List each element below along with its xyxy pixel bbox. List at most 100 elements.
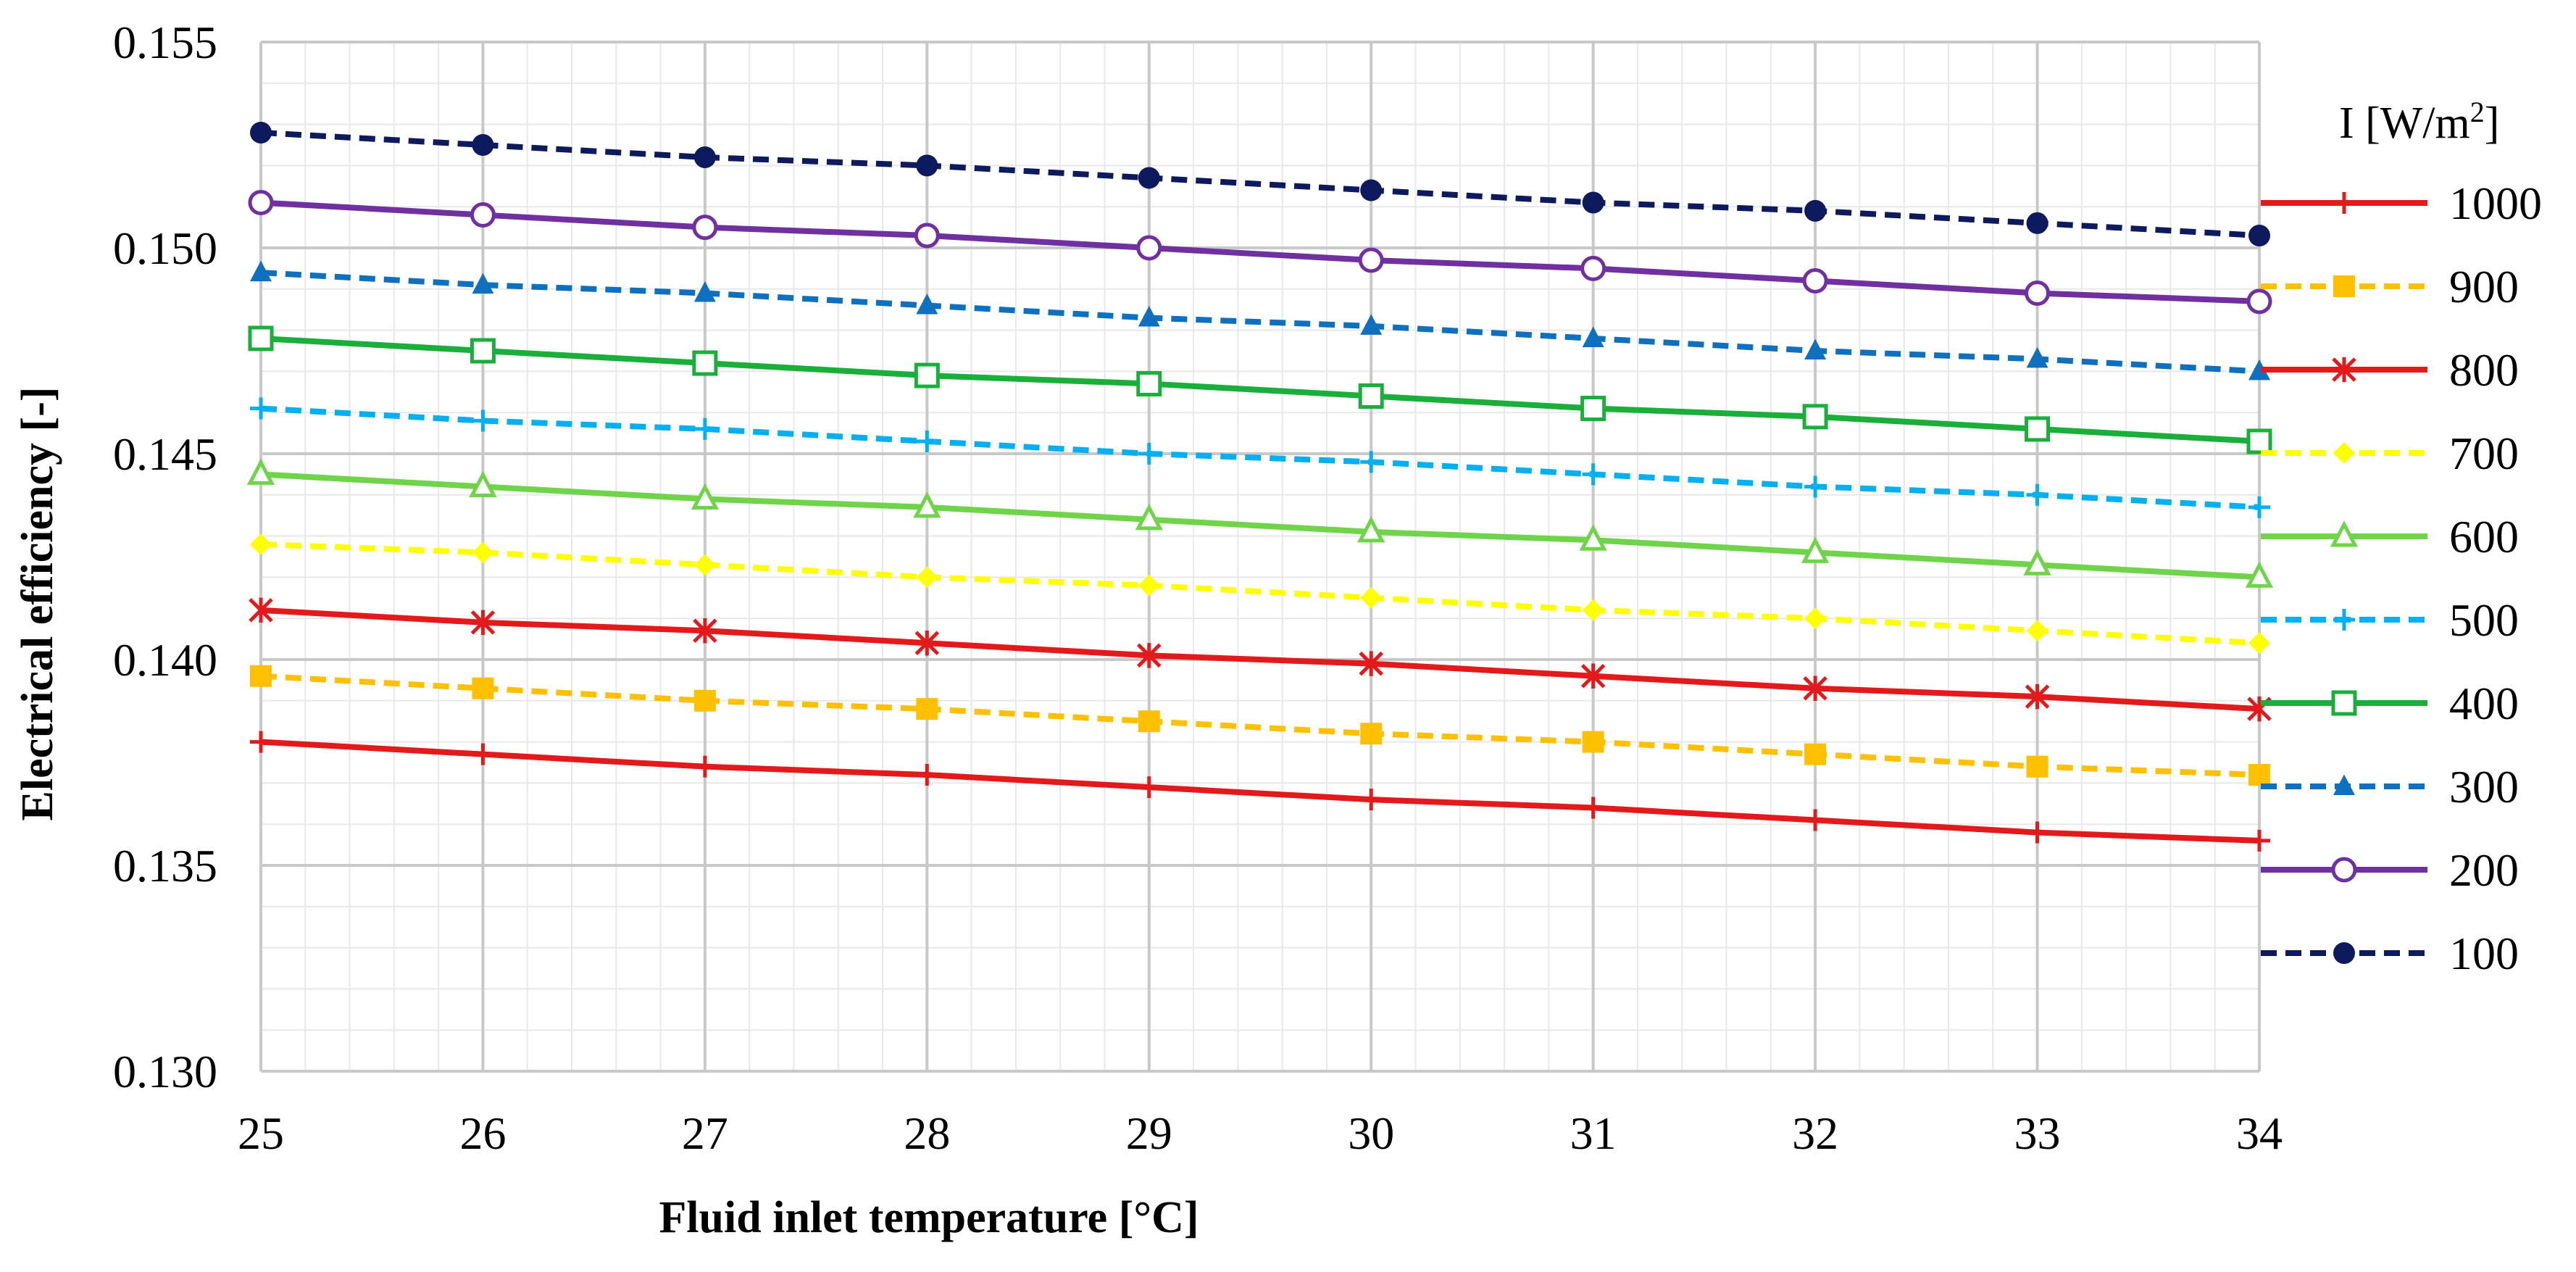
data-point bbox=[1582, 797, 1604, 819]
legend-marker bbox=[2333, 774, 2355, 795]
data-point bbox=[1579, 524, 1607, 551]
data-point bbox=[1580, 663, 1606, 689]
legend-item-800: 800 bbox=[2261, 344, 2519, 396]
data-point bbox=[1803, 676, 1827, 702]
series-400 bbox=[248, 325, 2272, 454]
series-line bbox=[260, 335, 2260, 444]
data-point bbox=[2248, 632, 2270, 654]
data-point bbox=[1804, 743, 1827, 765]
data-point bbox=[2248, 829, 2270, 852]
data-point bbox=[1357, 516, 1385, 543]
data-point bbox=[1804, 475, 1827, 498]
data-point bbox=[1138, 306, 1160, 327]
data-point bbox=[1580, 255, 1606, 281]
data-point bbox=[693, 280, 716, 302]
data-point bbox=[1358, 383, 1384, 409]
legend-item-1000: 1000 bbox=[2261, 178, 2542, 229]
data-point bbox=[1360, 723, 1383, 745]
series-600 bbox=[246, 458, 2274, 588]
legend-marker bbox=[2333, 609, 2355, 631]
data-point bbox=[2025, 683, 2050, 710]
legend-marker bbox=[2333, 192, 2355, 214]
data-point bbox=[692, 350, 718, 376]
data-point bbox=[914, 631, 940, 656]
data-point bbox=[1138, 710, 1160, 733]
x-tick-label: 26 bbox=[459, 1107, 506, 1159]
series-line bbox=[260, 405, 2260, 510]
data-point bbox=[1804, 199, 1827, 222]
series-1000 bbox=[250, 731, 2270, 852]
data-point bbox=[1804, 809, 1827, 831]
data-point bbox=[250, 731, 272, 753]
data-point bbox=[2025, 416, 2051, 442]
legend-item-900: 900 bbox=[2261, 261, 2519, 312]
legend-marker bbox=[2332, 357, 2356, 383]
series-line bbox=[260, 471, 2260, 581]
data-point bbox=[472, 410, 494, 432]
series-700 bbox=[250, 533, 2270, 654]
data-point bbox=[1360, 789, 1383, 811]
data-point bbox=[1582, 326, 1604, 347]
x-tick-label: 30 bbox=[1348, 1107, 1394, 1159]
data-point bbox=[469, 470, 497, 497]
data-point bbox=[914, 223, 940, 249]
legend-label: 700 bbox=[2449, 428, 2519, 479]
data-point bbox=[250, 397, 272, 420]
data-point bbox=[916, 154, 938, 177]
data-point bbox=[693, 755, 716, 778]
x-axis-title: Fluid inlet temperature [°C] bbox=[659, 1193, 1199, 1242]
data-point bbox=[693, 618, 717, 644]
data-point bbox=[916, 430, 938, 452]
x-tick-label: 27 bbox=[682, 1107, 728, 1159]
data-point bbox=[1358, 247, 1384, 273]
data-point bbox=[2246, 428, 2272, 454]
data-point bbox=[2026, 755, 2048, 778]
data-point bbox=[693, 417, 716, 440]
minor-grid bbox=[261, 42, 2259, 1071]
data-point bbox=[2248, 359, 2270, 381]
legend-label: 900 bbox=[2449, 261, 2519, 312]
y-tick-label: 0.155 bbox=[113, 17, 217, 68]
data-point bbox=[1802, 267, 1828, 294]
data-point bbox=[1582, 463, 1604, 486]
series-line bbox=[260, 541, 2260, 647]
legend-label: 100 bbox=[2449, 928, 2519, 979]
data-point bbox=[2026, 821, 2048, 844]
data-point bbox=[692, 215, 718, 241]
data-point bbox=[1582, 599, 1604, 621]
y-tick-label: 0.135 bbox=[113, 840, 217, 891]
data-point bbox=[913, 491, 941, 518]
data-point bbox=[246, 458, 275, 485]
series-line bbox=[260, 673, 2260, 778]
legend-label: 500 bbox=[2449, 594, 2519, 646]
data-point bbox=[2245, 561, 2274, 588]
y-axis-title: Electrical efficiency [-] bbox=[13, 387, 62, 821]
data-point bbox=[693, 689, 716, 712]
data-point bbox=[472, 677, 494, 699]
legend-label: 400 bbox=[2449, 678, 2519, 729]
legend-label: 800 bbox=[2449, 344, 2519, 396]
data-point bbox=[472, 541, 494, 564]
legend-marker bbox=[2333, 275, 2355, 297]
data-point bbox=[916, 764, 938, 786]
data-point bbox=[1360, 179, 1383, 201]
legend-item-200: 200 bbox=[2261, 844, 2519, 896]
y-tick-label: 0.150 bbox=[113, 223, 217, 274]
data-point bbox=[2246, 288, 2272, 315]
data-point bbox=[250, 665, 272, 687]
y-tick-label: 0.145 bbox=[113, 428, 217, 480]
data-point bbox=[1136, 370, 1162, 396]
x-tick-label: 32 bbox=[1792, 1107, 1838, 1159]
legend-label: 300 bbox=[2449, 761, 2519, 812]
series-layer bbox=[246, 121, 2274, 852]
data-point bbox=[1580, 396, 1606, 422]
data-point bbox=[1136, 235, 1162, 261]
data-point bbox=[1138, 443, 1160, 465]
legend-item-400: 400 bbox=[2261, 678, 2519, 729]
data-point bbox=[470, 202, 496, 228]
y-axis-ticks: 0.130 0.135 0.140 0.145 0.150 0.155 bbox=[113, 17, 217, 1097]
series-800 bbox=[249, 597, 2272, 722]
data-point bbox=[470, 610, 496, 636]
legend-item-300: 300 bbox=[2261, 761, 2519, 812]
